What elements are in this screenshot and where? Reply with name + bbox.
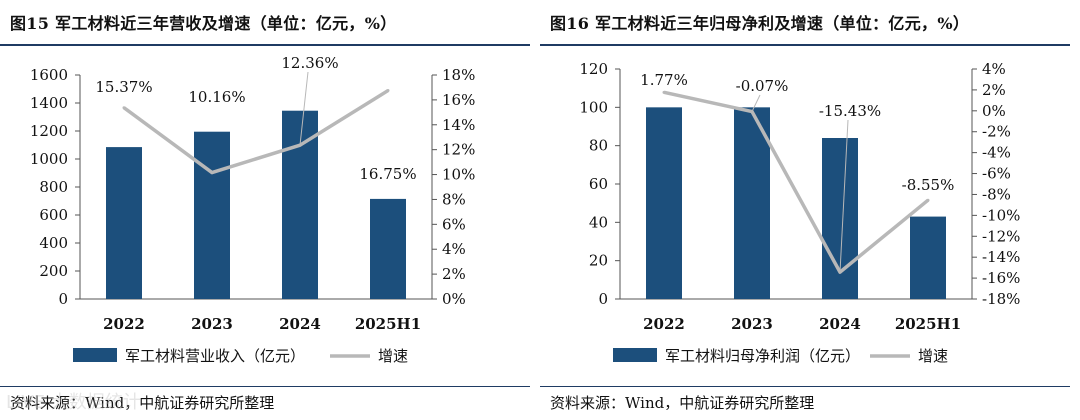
data-label: 16.75%: [359, 165, 416, 183]
source-note: 资料来源：Wind，中航证券研究所整理: [10, 394, 275, 412]
right-tick-label: 14%: [442, 116, 475, 134]
legend-bar-label: 军工材料营业收入（亿元）: [125, 347, 305, 365]
right-tick-label: 0%: [442, 290, 466, 308]
label-leader-line: [751, 94, 761, 112]
legend-bar-label: 军工材料归母净利润（亿元）: [665, 347, 860, 365]
right-tick-label: 0%: [982, 102, 1006, 120]
right-tick-label: -16%: [982, 269, 1020, 287]
right-tick-label: -14%: [982, 248, 1020, 266]
right-tick-label: -6%: [982, 165, 1011, 183]
right-tick-label: -8%: [982, 185, 1011, 203]
growth-point: [926, 198, 930, 202]
left-tick-label: 0: [58, 290, 68, 308]
left-tick-label: 800: [39, 178, 68, 196]
data-label: 1.77%: [640, 71, 688, 89]
growth-point: [386, 89, 390, 93]
right-tick-label: -2%: [982, 123, 1011, 141]
legend-bar-swatch: [613, 348, 657, 362]
left-tick-label: 400: [39, 234, 68, 252]
growth-point: [122, 106, 126, 110]
left-tick-label: 1000: [30, 150, 68, 168]
chart-title: 图16 军工材料近三年归母净利及增速（单位：亿元，%）: [550, 14, 970, 33]
growth-point: [662, 90, 666, 94]
legend-bar-swatch: [73, 348, 117, 362]
source-note: 资料来源：Wind，中航证券研究所整理: [550, 394, 815, 412]
right-tick-label: 10%: [442, 166, 475, 184]
left-tick-label: 100: [579, 98, 608, 116]
left-tick-label: 60: [589, 175, 608, 193]
right-tick-label: -4%: [982, 144, 1011, 162]
right-tick-label: 16%: [442, 91, 475, 109]
bar: [646, 107, 682, 299]
right-tick-label: -10%: [982, 206, 1020, 224]
legend-line-label: 增速: [918, 347, 948, 365]
bar: [106, 147, 142, 299]
bar: [734, 107, 770, 299]
label-leader-line: [839, 119, 849, 273]
growth-line: [122, 89, 389, 175]
x-tick-label: 2022: [643, 315, 685, 333]
x-tick-label: 2024: [279, 315, 321, 333]
x-tick-label: 2023: [191, 315, 233, 333]
right-tick-label: 2%: [442, 265, 466, 283]
legend-line-label: 增速: [378, 347, 408, 365]
left-tick-label: 1200: [30, 122, 68, 140]
right-tick-label: -12%: [982, 227, 1020, 245]
right-tick-label: 12%: [442, 141, 475, 159]
bar: [822, 138, 858, 299]
data-label: -15.43%: [819, 102, 881, 120]
bar: [194, 131, 230, 299]
left-tick-label: 0: [598, 290, 608, 308]
left-tick-label: 120: [579, 60, 608, 78]
x-tick-label: 2022: [103, 315, 145, 333]
x-tick-label: 2024: [819, 315, 861, 333]
chart-panel-revenue: 图15 军工材料近三年营收及增速（单位：亿元，%） 0 200 400 600 800 1…: [0, 0, 530, 420]
source-rule: [540, 386, 1070, 387]
bar: [370, 198, 406, 299]
x-tick-label: 2023: [731, 315, 773, 333]
source-rule: [0, 386, 530, 387]
left-tick-label: 1400: [30, 94, 68, 112]
title-rule: [540, 44, 1070, 46]
left-tick-label: 200: [39, 262, 68, 280]
x-tick-label: 2025H1: [895, 315, 961, 333]
title-rule: [0, 44, 530, 46]
growth-point: [838, 270, 842, 274]
left-tick-label: 20: [589, 252, 608, 270]
x-tick-label: 2025H1: [355, 315, 421, 333]
right-tick-label: 6%: [442, 215, 466, 233]
chart-panel-net-profit: 图16 军工材料近三年归母净利及增速（单位：亿元，%） 0 20 40 60 80 100…: [540, 0, 1070, 420]
data-label: -8.55%: [902, 176, 955, 194]
chart-title: 图15 军工材料近三年营收及增速（单位：亿元，%）: [10, 14, 397, 33]
net-profit-chart: 0 20 40 60 80 100 120 -18% -16% -14% -12% -10% -8% -6…: [579, 60, 1020, 365]
data-label: 12.36%: [281, 54, 338, 72]
left-tick-label: 1600: [30, 66, 68, 84]
left-tick-label: 600: [39, 206, 68, 224]
growth-point: [298, 143, 302, 147]
right-tick-label: 2%: [982, 81, 1006, 99]
revenue-chart: 0 200 400 600 800 1000 1200 1400 1600 0% 2% 4% 6% 8% 1…: [30, 54, 476, 365]
data-label: 10.16%: [188, 88, 245, 106]
growth-point: [210, 171, 214, 175]
bar: [910, 216, 946, 299]
right-tick-label: -18%: [982, 290, 1020, 308]
right-tick-label: 4%: [442, 240, 466, 258]
label-leader-line: [299, 71, 309, 146]
data-label: 15.37%: [95, 78, 152, 96]
data-label: -0.07%: [736, 77, 789, 95]
left-tick-label: 80: [589, 137, 608, 155]
right-tick-label: 8%: [442, 190, 466, 208]
right-tick-label: 18%: [442, 66, 475, 84]
growth-line: [663, 90, 930, 274]
left-tick-label: 40: [589, 213, 608, 231]
right-tick-label: 4%: [982, 60, 1006, 78]
